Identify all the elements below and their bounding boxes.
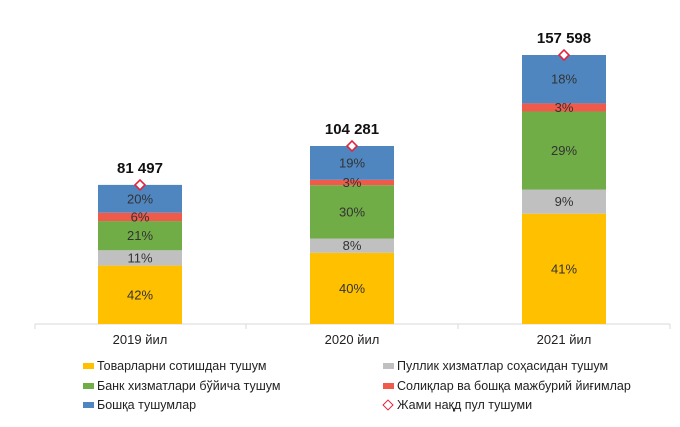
total-marker [133, 178, 147, 191]
bar-segment [98, 221, 182, 251]
bar-segment [310, 252, 394, 324]
total-marker [345, 139, 359, 153]
total-label: 81 497 [117, 160, 163, 177]
bar-segment [522, 111, 606, 190]
total-label: 157 598 [537, 30, 591, 47]
data-label: 41% [551, 261, 577, 276]
data-label: 29% [551, 143, 577, 158]
total-label: 104 281 [325, 121, 379, 138]
data-label: 11% [127, 250, 152, 265]
data-label: 20% [127, 191, 153, 206]
data-label: 18% [551, 72, 577, 87]
data-label: 3% [555, 100, 574, 115]
data-label: 30% [339, 204, 365, 219]
bar-segment [98, 265, 182, 324]
data-label: 40% [339, 281, 365, 296]
x-tick-label: 2021 йил [537, 332, 592, 347]
data-label: 21% [127, 228, 153, 243]
bar-segment [310, 185, 394, 239]
bar-segment [522, 103, 606, 112]
bar-segment [98, 250, 182, 266]
x-tick-label: 2019 йил [113, 332, 168, 347]
x-tick-label: 2020 йил [325, 332, 380, 347]
data-label: 8% [343, 238, 362, 253]
bar-segment [98, 212, 182, 222]
data-label: 19% [339, 155, 365, 170]
bar-segment [522, 189, 606, 214]
bar-segment [310, 179, 394, 186]
bar-segment [522, 213, 606, 324]
data-label: 3% [343, 175, 362, 190]
bar-segment [522, 55, 606, 104]
bar-segment [310, 238, 394, 253]
data-label: 6% [131, 209, 150, 224]
data-label: 9% [555, 194, 574, 209]
total-marker [557, 48, 571, 62]
data-label: 42% [127, 287, 153, 302]
